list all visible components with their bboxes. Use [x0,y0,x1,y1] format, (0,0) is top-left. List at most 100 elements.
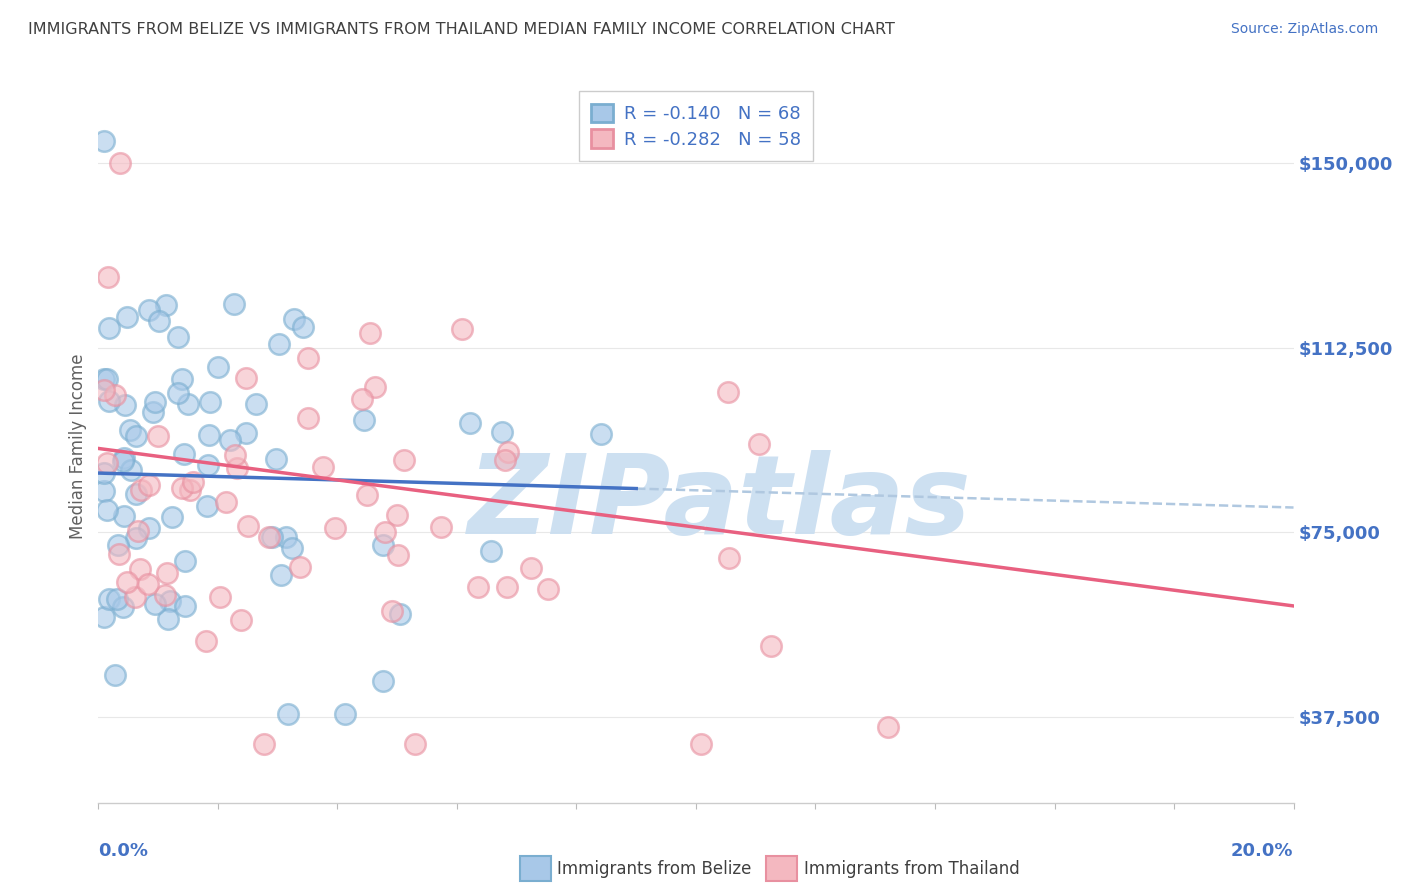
Point [131,483,153,497]
Point [114,398,136,412]
Point [177,397,200,411]
Point [496,445,519,459]
Point [96,456,118,470]
Point [458,416,481,430]
Point [385,508,408,522]
Point [222,297,245,311]
Point [283,312,305,326]
Point [117,574,139,589]
Point [98,393,121,408]
Point [128,562,150,576]
Point [381,604,404,618]
Point [451,321,474,335]
Point [112,509,135,524]
Point [124,590,146,604]
Point [159,594,181,608]
Point [156,566,179,580]
Point [138,303,160,318]
Point [224,448,246,462]
Point [877,720,900,734]
Point [363,380,385,394]
Point [105,591,128,606]
Point [104,668,127,682]
Point [297,411,319,425]
Point [93,372,115,386]
Point [93,134,115,148]
Point [236,519,259,533]
Point [333,707,356,722]
Point [229,613,252,627]
Point [323,521,346,535]
Point [138,521,160,535]
Point [124,531,146,545]
Text: 20.0%: 20.0% [1232,842,1294,860]
Point [112,451,135,466]
Point [371,538,394,552]
Point [160,509,183,524]
Point [494,452,516,467]
Point [374,524,396,539]
Point [209,590,232,604]
Point [235,370,257,384]
Text: 0.0%: 0.0% [98,842,149,860]
Point [496,580,519,594]
Point [104,388,127,402]
Point [717,385,740,400]
Legend: R = -0.140   N = 68, R = -0.282   N = 58: R = -0.140 N = 68, R = -0.282 N = 58 [579,91,813,161]
Text: Immigrants from Thailand: Immigrants from Thailand [804,860,1019,878]
Point [138,478,160,492]
Point [127,524,149,538]
Point [257,530,280,544]
Point [479,544,502,558]
Point [142,405,165,419]
Point [143,597,166,611]
Point [264,451,287,466]
Point [108,547,131,561]
Point [245,397,267,411]
Point [387,548,409,562]
Point [260,530,283,544]
Point [173,599,195,614]
Point [173,447,195,461]
Point [394,453,416,467]
Point [120,463,142,477]
Point [311,459,333,474]
Point [153,589,176,603]
Point [125,429,148,443]
Point [183,475,205,489]
Point [225,461,247,475]
Y-axis label: Median Family Income: Median Family Income [69,353,87,539]
Point [97,270,120,285]
Point [198,395,221,409]
Point [195,634,218,648]
Point [197,427,219,442]
Point [197,458,219,473]
Point [352,392,374,406]
Point [689,737,711,751]
Text: IMMIGRANTS FROM BELIZE VS IMMIGRANTS FROM THAILAND MEDIAN FAMILY INCOME CORRELAT: IMMIGRANTS FROM BELIZE VS IMMIGRANTS FRO… [28,22,896,37]
Point [111,599,134,614]
Point [108,156,131,170]
Point [195,499,218,513]
Point [253,737,276,751]
Point [520,561,543,575]
Point [148,429,170,443]
Point [288,560,311,574]
Point [145,395,167,409]
Point [167,330,190,344]
Point [136,576,159,591]
Point [98,591,121,606]
Point [96,372,118,386]
Point [167,386,190,401]
Point [93,383,115,397]
Point [276,530,298,544]
Point [115,310,138,324]
Point [96,503,118,517]
Point [292,319,315,334]
Point [297,351,319,365]
Text: Source: ZipAtlas.com: Source: ZipAtlas.com [1230,22,1378,37]
Point [170,481,193,495]
Point [215,495,238,509]
Point [207,360,229,375]
Point [371,674,394,689]
